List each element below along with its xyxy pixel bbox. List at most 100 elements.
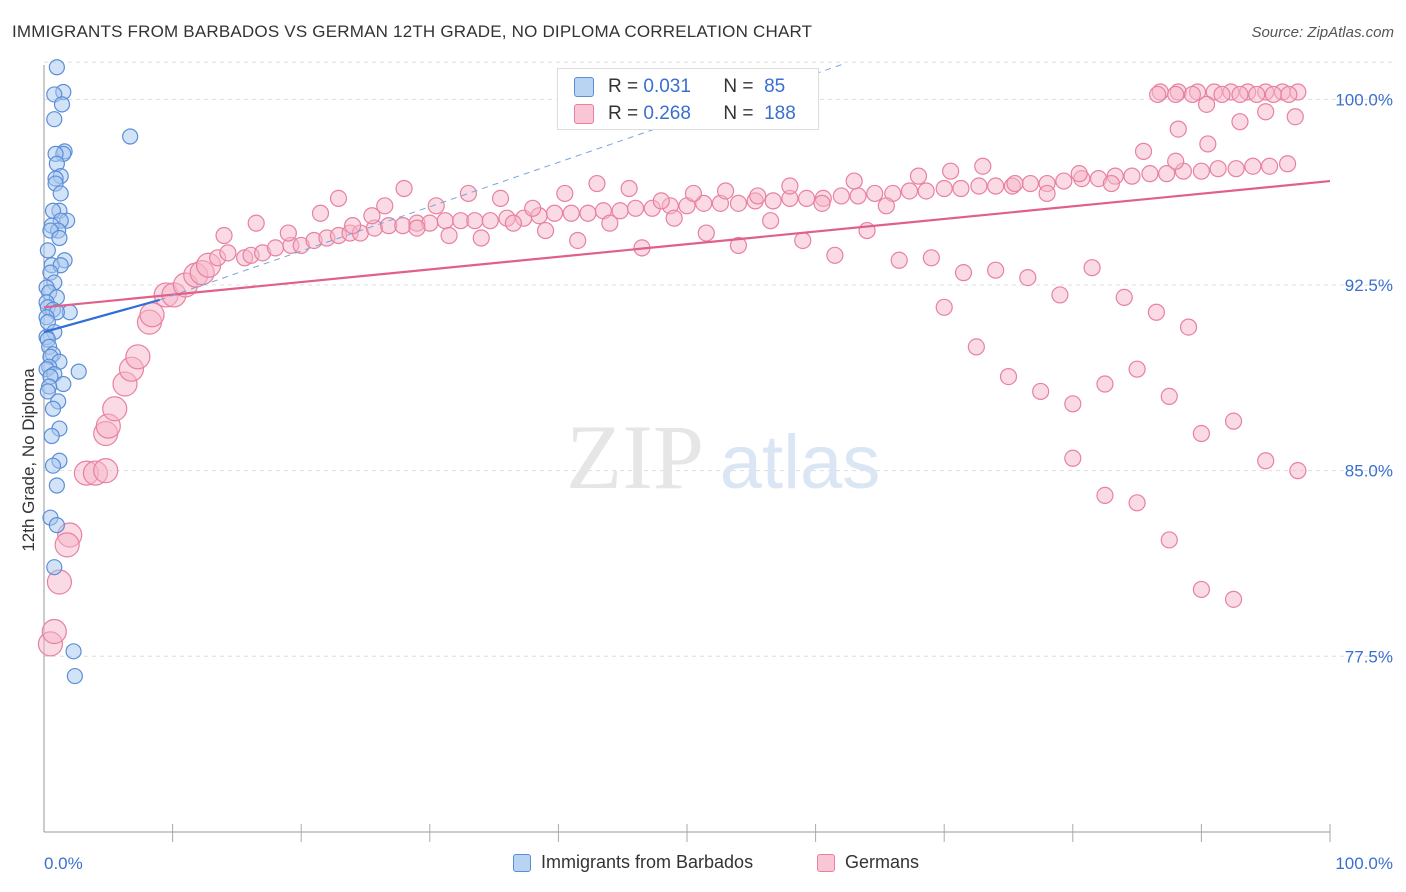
germans-point bbox=[794, 231, 812, 250]
germans-point bbox=[601, 214, 619, 232]
germans-point bbox=[845, 172, 863, 190]
stats-legend: R = 0.031 N = 85 R = 0.268 N = 188 bbox=[557, 68, 819, 130]
germans-point bbox=[987, 177, 1005, 195]
germans-point bbox=[900, 182, 919, 200]
gridlines bbox=[44, 61, 1395, 657]
germans-point bbox=[436, 212, 454, 230]
germans-point bbox=[1006, 174, 1024, 193]
germans-point bbox=[1260, 157, 1279, 175]
germans-point bbox=[215, 226, 233, 245]
germans-point bbox=[967, 338, 985, 356]
legend-label-germans: Germans bbox=[845, 852, 920, 872]
n-value: 188 bbox=[764, 103, 796, 124]
germans-point bbox=[1244, 157, 1262, 175]
chart-title: IMMIGRANTS FROM BARBADOS VS GERMAN 12TH … bbox=[12, 22, 813, 41]
germans-point bbox=[909, 167, 928, 185]
germans-point bbox=[1149, 85, 1167, 104]
germans-point bbox=[1096, 486, 1114, 504]
germans-point bbox=[1213, 85, 1231, 104]
germans-point bbox=[1286, 108, 1304, 126]
germans-point bbox=[1231, 85, 1249, 104]
barbados-point bbox=[39, 383, 56, 400]
germans-point bbox=[472, 229, 490, 247]
germans-point bbox=[427, 197, 445, 215]
germans-point bbox=[999, 368, 1018, 386]
germans-point bbox=[1224, 590, 1243, 608]
barbados-point bbox=[46, 111, 63, 128]
germans-point bbox=[41, 618, 67, 645]
barbados-trend-line bbox=[43, 298, 161, 334]
barbados-point bbox=[48, 477, 65, 494]
r-value: 0.031 bbox=[643, 76, 691, 97]
germans-point bbox=[922, 249, 940, 267]
legend-item-germans[interactable]: Germans bbox=[817, 852, 919, 873]
barbados-point bbox=[48, 516, 65, 534]
germans-point bbox=[764, 192, 782, 210]
tick-labels: 77.5% 85.0% 92.5% 100.0% 0.0% 100.0% bbox=[44, 90, 1393, 873]
germans-point bbox=[1134, 142, 1153, 160]
germans-point bbox=[866, 184, 884, 203]
germans-point bbox=[376, 197, 394, 215]
germans-points bbox=[37, 83, 1307, 657]
germans-point bbox=[504, 214, 522, 232]
germans-point bbox=[1199, 135, 1217, 153]
germans-point bbox=[813, 194, 831, 212]
barbados-point bbox=[65, 643, 82, 660]
germans-point bbox=[1064, 395, 1082, 413]
germans-point bbox=[524, 199, 542, 217]
germans-point bbox=[1128, 494, 1146, 512]
germans-point bbox=[620, 179, 638, 198]
barbados-point bbox=[39, 242, 56, 259]
germans-point bbox=[459, 184, 477, 203]
germans-point bbox=[1167, 152, 1185, 170]
legend-label-barbados: Immigrants from Barbados bbox=[541, 852, 754, 872]
germans-point bbox=[1021, 174, 1039, 193]
x-tick-label: 100.0% bbox=[1335, 854, 1393, 873]
germans-point bbox=[1192, 162, 1211, 180]
germans-point bbox=[466, 212, 484, 230]
barbados-point bbox=[52, 185, 69, 202]
r-value: 0.268 bbox=[643, 103, 691, 124]
germans-point bbox=[1064, 449, 1082, 467]
barbados-swatch-icon bbox=[574, 77, 594, 97]
legend-item-barbados[interactable]: Immigrants from Barbados bbox=[513, 852, 753, 873]
germans-point bbox=[849, 187, 867, 205]
germans-point bbox=[826, 246, 844, 264]
germans-point bbox=[832, 187, 850, 205]
germans-point bbox=[394, 217, 412, 235]
germans-point bbox=[329, 189, 348, 207]
germans-point bbox=[139, 302, 165, 328]
barbados-point bbox=[46, 559, 63, 576]
germans-point bbox=[1147, 303, 1165, 321]
germans-point bbox=[1160, 387, 1178, 405]
n-label: N = bbox=[723, 76, 754, 97]
germans-point bbox=[481, 212, 499, 230]
germans-point bbox=[729, 194, 748, 212]
germans-point bbox=[1192, 424, 1211, 443]
watermark: ZIP atlas bbox=[566, 406, 880, 508]
germans-point bbox=[1227, 160, 1245, 178]
germans-point bbox=[54, 532, 80, 558]
germans-point bbox=[1197, 95, 1216, 113]
germans-point bbox=[1158, 165, 1176, 183]
germans-point bbox=[695, 194, 713, 212]
germans-point bbox=[1096, 375, 1114, 393]
r-label: R = bbox=[608, 76, 639, 97]
germans-point bbox=[363, 207, 381, 225]
germans-point bbox=[1209, 160, 1227, 178]
germans-point bbox=[935, 298, 953, 316]
germans-point bbox=[1070, 165, 1088, 183]
germans-point bbox=[1160, 531, 1178, 549]
germans-point bbox=[877, 197, 895, 215]
barbados-point bbox=[44, 457, 62, 474]
y-tick-label: 85.0% bbox=[1345, 462, 1393, 481]
source-credit: Source: ZipAtlas.com bbox=[1251, 24, 1394, 41]
germans-point bbox=[716, 182, 735, 200]
watermark-zip: ZIP bbox=[566, 406, 704, 508]
trend-lines bbox=[43, 64, 1331, 334]
germans-point bbox=[562, 204, 580, 222]
germans-point bbox=[545, 204, 564, 222]
barbados-point bbox=[53, 96, 71, 113]
germans-point bbox=[1019, 269, 1037, 287]
